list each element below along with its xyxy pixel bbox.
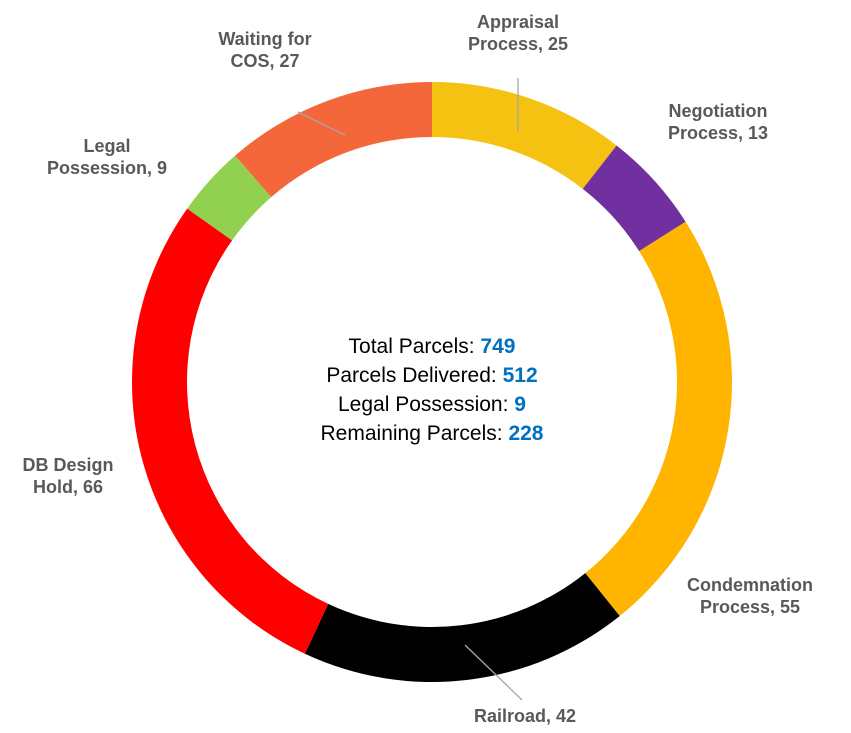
- segment-label: Appraisal Process, 25: [467, 12, 569, 54]
- summary-label: Total Parcels:: [348, 335, 475, 358]
- category-name: Waiting for COS: [218, 29, 312, 71]
- leader-lines: [297, 78, 523, 701]
- donut-segment: [582, 145, 686, 252]
- segment-label: Waiting for COS, 27: [218, 29, 312, 71]
- value-label: 9: [157, 158, 168, 178]
- segment-label: Legal Possession, 9: [46, 136, 168, 178]
- donut: [131, 82, 732, 683]
- category-name: Negotiation Process: [667, 101, 768, 143]
- summary-label: Parcels Delivered:: [326, 364, 497, 387]
- summary-line: Legal Possession: 9: [321, 390, 544, 419]
- segment-label: Negotiation Process, 13: [667, 101, 769, 143]
- value-label: 66: [82, 477, 104, 497]
- summary-line: Remaining Parcels: 228: [321, 419, 544, 448]
- category-name: DB Design Hold: [22, 455, 114, 497]
- summary-line: Total Parcels: 749: [321, 332, 544, 361]
- value-label: 55: [780, 597, 801, 617]
- donut-segment: [304, 573, 620, 683]
- category-name: Condemnation Process: [687, 575, 813, 617]
- summary-value: 228: [508, 422, 544, 445]
- summary-value: 512: [502, 364, 538, 387]
- summary-value: 9: [514, 393, 526, 416]
- donut-segment: [585, 221, 732, 617]
- summary-line: Parcels Delivered: 512: [321, 361, 544, 390]
- donut-segment: [131, 208, 329, 654]
- donut-segment: [235, 82, 432, 198]
- donut-segment: [432, 82, 617, 189]
- value-label: 13: [748, 123, 769, 143]
- leader-line: [464, 644, 523, 701]
- category-name: Appraisal Process: [467, 12, 560, 54]
- summary-label: Remaining Parcels:: [320, 422, 503, 445]
- donut-segment: [187, 155, 272, 241]
- summary-value: 749: [480, 335, 516, 358]
- value-label: 27: [279, 51, 300, 71]
- segment-label: Condemnation Process, 55: [687, 575, 813, 617]
- category-name: Railroad: [473, 706, 546, 726]
- value-label: 25: [548, 34, 569, 54]
- value-label: 42: [556, 706, 577, 726]
- segment-label: DB Design Hold, 66: [22, 455, 114, 497]
- leader-line: [297, 111, 346, 136]
- segment-label: Railroad, 42: [473, 706, 577, 726]
- center-summary: Total Parcels: 749 Parcels Delivered: 512…: [321, 332, 544, 448]
- category-name: Legal Possession: [46, 136, 147, 178]
- summary-label: Legal Possession:: [338, 393, 509, 416]
